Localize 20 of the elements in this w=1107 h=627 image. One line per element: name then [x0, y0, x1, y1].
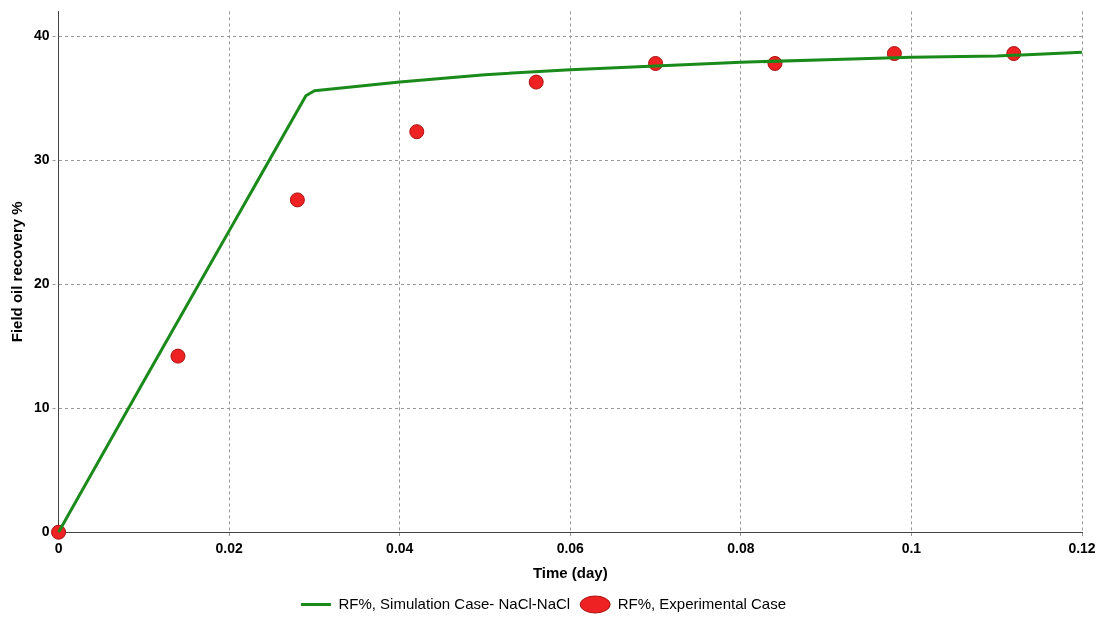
- x-tick-label: 0.04: [386, 540, 414, 557]
- y-tick-label: 10: [33, 399, 50, 416]
- y-axis-title: Field oil recovery %: [8, 201, 26, 343]
- y-tick-label: 0: [41, 523, 50, 540]
- legend-label: RF%, Experimental Case: [617, 594, 787, 612]
- x-tick-label: 0.1: [901, 540, 922, 557]
- point: [409, 124, 425, 140]
- y-tick-label: 30: [33, 151, 50, 168]
- x-tick-label: 0.06: [556, 540, 585, 557]
- x-axis-title: Time (day): [532, 564, 608, 582]
- x-tick-label: 0.08: [727, 540, 755, 557]
- point: [528, 74, 544, 90]
- x-tick-label: 0.02: [215, 540, 243, 557]
- point: [289, 192, 305, 208]
- y-tick-label: 40: [33, 27, 50, 44]
- y-tick-label: 20: [33, 275, 50, 292]
- x-tick-label: 0: [54, 540, 63, 557]
- legend-label: RF%, Simulation Case- NaCl-NaCl: [338, 594, 571, 612]
- x-tick-label: 0.12: [1068, 540, 1096, 557]
- point: [170, 348, 186, 364]
